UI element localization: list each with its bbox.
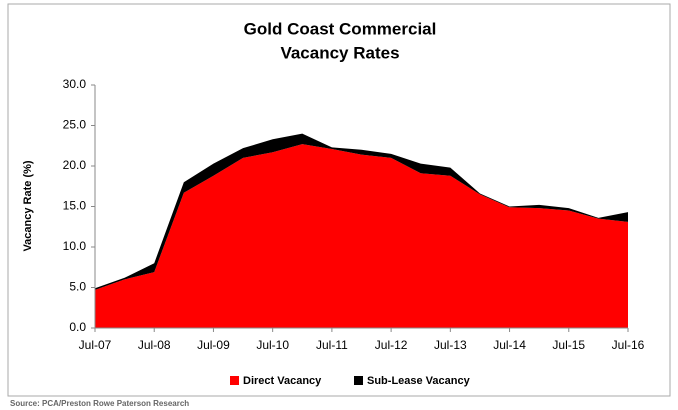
legend-swatch xyxy=(354,376,363,385)
x-tick-label: Jul-07 xyxy=(79,338,112,352)
y-tick-label: 20.0 xyxy=(63,158,87,172)
x-tick-label: Jul-12 xyxy=(375,338,408,352)
x-tick-label: Jul-13 xyxy=(434,338,467,352)
y-tick-label: 15.0 xyxy=(63,199,87,213)
chart-title: Gold Coast Commercial xyxy=(244,19,437,38)
x-tick-label: Jul-10 xyxy=(256,338,289,352)
x-tick-label: Jul-14 xyxy=(493,338,526,352)
x-tick-label: Jul-09 xyxy=(197,338,230,352)
legend-label: Direct Vacancy xyxy=(243,375,322,387)
legend-swatch xyxy=(230,376,239,385)
y-tick-label: 0.0 xyxy=(69,320,86,334)
legend-label: Sub-Lease Vacancy xyxy=(367,375,471,387)
x-tick-label: Jul-08 xyxy=(138,338,171,352)
source-note: Source: PCA/Preston Rowe Paterson Resear… xyxy=(10,399,189,408)
y-axis-label: Vacancy Rate (%) xyxy=(22,160,34,251)
y-tick-label: 30.0 xyxy=(63,77,87,91)
x-tick-label: Jul-15 xyxy=(552,338,585,352)
chart-title: Vacancy Rates xyxy=(280,43,399,62)
y-tick-label: 5.0 xyxy=(69,280,86,294)
x-tick-label: Jul-11 xyxy=(316,338,348,352)
area xyxy=(95,144,628,328)
y-tick-label: 10.0 xyxy=(63,239,87,253)
x-tick-label: Jul-16 xyxy=(612,338,645,352)
y-tick-label: 25.0 xyxy=(63,118,87,132)
